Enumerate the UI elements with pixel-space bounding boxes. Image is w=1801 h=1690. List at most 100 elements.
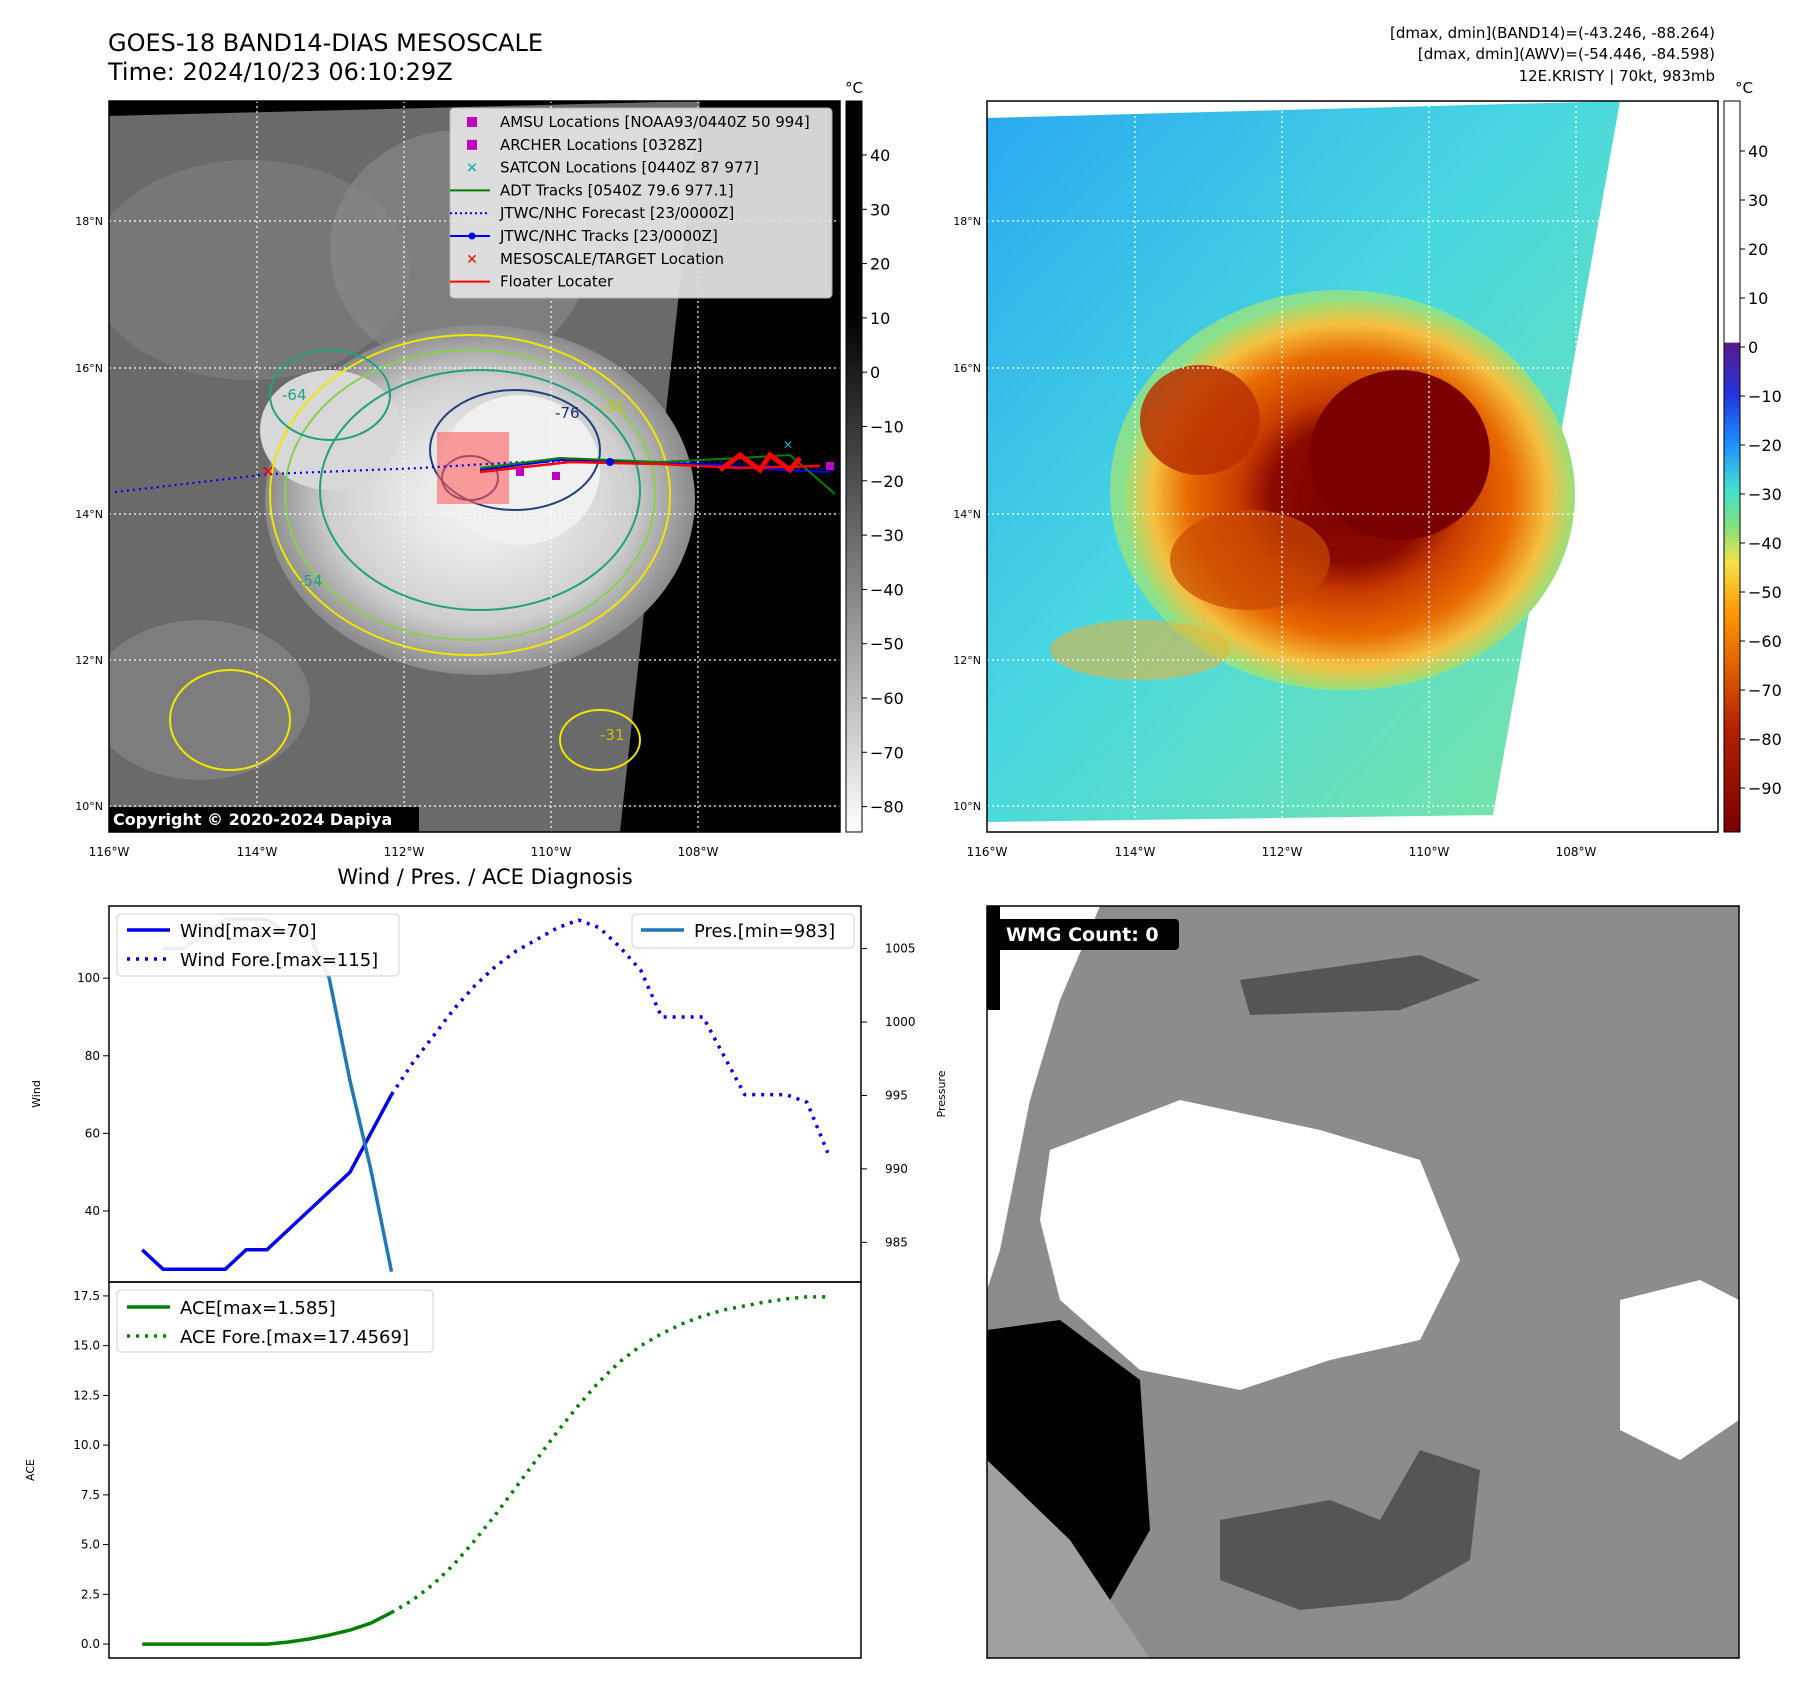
wmg-region-clear	[1040, 1100, 1460, 1390]
colorbar-tick-label: −70	[870, 743, 904, 762]
lat-tick-label: 16°N	[75, 362, 103, 375]
legend-label: JTWC/NHC Forecast [23/0000Z]	[499, 204, 734, 222]
wind-legend-label: Wind[max=70]	[180, 921, 317, 942]
target-marker: ✕	[261, 462, 274, 481]
colorbar-tick-label: −90	[1748, 779, 1782, 798]
legend-label: ADT Tracks [0540Z 79.6 977.1]	[500, 181, 734, 199]
cloud-band	[109, 160, 410, 380]
lon-tick-label: 114°W	[1115, 845, 1156, 859]
wind-tick-label: 80	[85, 1049, 100, 1063]
contour-76	[429, 389, 601, 511]
lon-tick-label: 112°W	[384, 845, 425, 859]
colorbar-tick-label: −40	[1748, 534, 1782, 553]
pressure-axis-label: Pressure	[935, 1070, 948, 1117]
lat-tick-label: 14°N	[953, 508, 981, 521]
storm-band	[260, 370, 400, 490]
lat-tick-label: 16°N	[953, 362, 981, 375]
archer-marker	[552, 472, 560, 480]
colorbar-tick-label: −10	[1748, 387, 1782, 406]
wind-series-line	[141, 1093, 394, 1271]
colorbar-tick-label: −80	[870, 798, 904, 817]
legend-label: JTWC/NHC Tracks [23/0000Z]	[499, 227, 718, 245]
figure-timestamp: Time: 2024/10/23 06:10:29Z	[107, 58, 453, 86]
map-legend: AMSU Locations [NOAA93/0440Z 50 994] ARCH…	[449, 107, 833, 299]
ace-legend-box	[116, 1289, 434, 1353]
wind-tick-label: 40	[85, 1204, 100, 1218]
ace-plot-axes: 0.0 2.5 5.0 7.5 10.0 12.5 15.0 17.5	[73, 1289, 109, 1651]
wmg-region-clear	[1620, 1280, 1739, 1460]
map-axis-ticks: 18°N 16°N 14°N 12°N 10°N 116°W 114°W 112°W 110°W…	[75, 215, 718, 859]
colorbar-tick-label: −80	[1748, 730, 1782, 749]
pressure-tick-label: 995	[885, 1088, 908, 1102]
colorbar-tick-label: 10	[1748, 289, 1768, 308]
diagnosis-panel: Wind / Pres. / ACE Diagnosis 40 60 80 100 98…	[24, 865, 948, 1659]
wind-tick-label: 100	[77, 971, 100, 985]
awv-map-panel: 18°N 16°N 14°N 12°N 10°N 116°W 114°W 112°W 110°W…	[953, 79, 1782, 859]
colorbar-tick-label: 0	[870, 363, 880, 382]
ace-series-line	[142, 1610, 393, 1646]
awv-colorbar-ticks: 40 30 20 10 0 −10 −20 −30 −40 −50 −60 −70 −80 −90	[1740, 142, 1782, 798]
amsu-marker	[516, 468, 524, 476]
wind-legend: Wind[max=70] Wind Fore.[max=115]	[116, 913, 400, 977]
colorbar-tick-label: 30	[1748, 191, 1768, 210]
contour-label: -31	[600, 398, 625, 416]
wmg-region-clear	[987, 906, 1100, 1290]
contour-64	[269, 349, 391, 441]
wind-forecast-legend-label: Wind Fore.[max=115]	[180, 950, 378, 971]
copyright-text: Copyright © 2020-2024 Dapiya	[113, 810, 392, 829]
ace-forecast-legend-label: ACE Fore.[max=17.4569]	[180, 1327, 409, 1348]
lon-tick-label: 108°W	[1556, 845, 1597, 859]
outer-band	[1170, 510, 1330, 610]
wmg-region-black	[987, 906, 1000, 1010]
wmg-region-light	[987, 1460, 1150, 1658]
pressure-tick-label: 1005	[885, 942, 916, 956]
band14-colorbar-ticks: 40 30 20 10 0 −10 −20 −30 −40 −50 −60 −70 −80	[862, 146, 904, 817]
awv-gridlines	[987, 101, 1718, 832]
lat-tick-label: 18°N	[953, 215, 981, 228]
eye-wall-signature	[1310, 370, 1490, 540]
lon-tick-label: 110°W	[531, 845, 572, 859]
contour-label: -64	[282, 386, 307, 404]
pressure-legend: Pres.[min=983]	[631, 913, 855, 949]
band14-colorbar-unit: °C	[845, 79, 863, 97]
colorbar-tick-label: −50	[870, 635, 904, 654]
wmg-frame	[986, 905, 1740, 1659]
wmg-count-box	[997, 919, 1179, 950]
ace-legend-label: ACE[max=1.585]	[180, 1298, 336, 1319]
ace-tick-label: 12.5	[73, 1388, 100, 1402]
legend-box	[449, 107, 833, 299]
contour-31-south	[169, 669, 291, 771]
ace-tick-label: 7.5	[81, 1488, 100, 1502]
contour-31	[269, 334, 671, 656]
lat-tick-label: 12°N	[953, 654, 981, 667]
lon-tick-label: 112°W	[1262, 845, 1303, 859]
ace-tick-label: 5.0	[81, 1538, 100, 1552]
wmg-region-dark	[1220, 1450, 1480, 1610]
ace-plot	[142, 1295, 828, 1646]
colorbar-tick-label: −50	[1748, 583, 1782, 602]
ace-plot-frame	[108, 1281, 862, 1659]
map-frame	[108, 100, 841, 833]
forecast-track	[114, 460, 840, 494]
ace-tick-label: 15.0	[73, 1339, 100, 1353]
colorbar-tick-label: 0	[1748, 338, 1758, 357]
floater-track	[479, 460, 821, 474]
colorbar-tick-label: −60	[1748, 632, 1782, 651]
legend-label: ARCHER Locations [0328Z]	[500, 136, 703, 154]
contour-label: -54	[298, 572, 323, 590]
pressure-legend-label: Pres.[min=983]	[694, 921, 835, 942]
wmg-region-dark	[1240, 955, 1480, 1015]
legend-marker	[467, 139, 477, 150]
awv-frame	[986, 100, 1719, 833]
pressure-tick-label: 1000	[885, 1015, 916, 1029]
colorbar-tick-label: 40	[870, 146, 890, 165]
ace-tick-label: 2.5	[81, 1587, 100, 1601]
ace-tick-label: 17.5	[73, 1289, 100, 1303]
contour-label: -31	[600, 726, 625, 744]
ace-axis-label: ACE	[24, 1459, 37, 1481]
colorbar-tick-label: −30	[870, 526, 904, 545]
awv-colorbar-unit: °C	[1735, 79, 1753, 97]
colorbar-tick-label: −60	[870, 689, 904, 708]
lat-tick-label: 10°N	[75, 800, 103, 813]
